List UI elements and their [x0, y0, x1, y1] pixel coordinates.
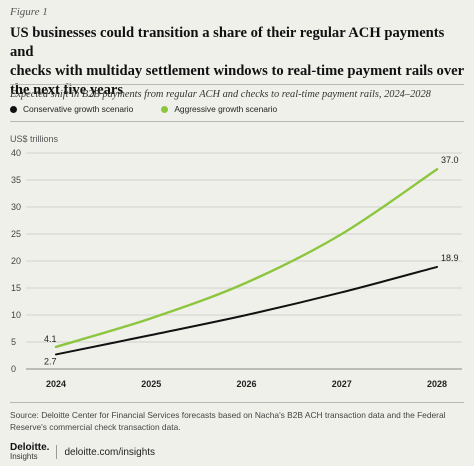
- x-tick-label: 2027: [332, 379, 352, 389]
- footer-link[interactable]: deloitte.com/insights: [64, 446, 156, 458]
- source-divider: [10, 402, 464, 403]
- y-tick-label: 35: [11, 175, 21, 185]
- y-tick-label: 10: [11, 310, 21, 320]
- source-note: Source: Deloitte Center for Financial Se…: [10, 410, 446, 432]
- legend-item-aggressive: Aggressive growth scenario: [161, 104, 277, 114]
- series-line-aggressive: [54, 168, 439, 349]
- x-tick-label: 2024: [46, 379, 66, 389]
- chart-title: US businesses could transition a share o…: [10, 24, 466, 100]
- legend-swatch-aggressive: [161, 105, 169, 113]
- brand-sub: Insights: [10, 452, 38, 461]
- y-tick-label: 40: [11, 148, 21, 158]
- y-tick-label: 0: [11, 364, 16, 374]
- legend-swatch-conservative: [10, 105, 17, 113]
- deloitte-logo: Deloitte. Insights: [10, 442, 50, 462]
- series-line-conservative: [55, 265, 438, 356]
- chart-subtitle: Expected shift in B2B payments from regu…: [10, 89, 431, 100]
- title-divider: [10, 84, 464, 85]
- legend: Conservative growth scenario Aggressive …: [10, 104, 305, 114]
- legend-label-conservative: Conservative growth scenario: [23, 104, 134, 114]
- x-tick-label: 2026: [236, 379, 256, 389]
- legend-label-aggressive: Aggressive growth scenario: [174, 104, 278, 114]
- title-line: checks with multiday settlement windows …: [10, 63, 465, 79]
- title-line: US businesses could transition a share o…: [10, 25, 445, 60]
- legend-item-conservative: Conservative growth scenario: [10, 104, 133, 114]
- x-tick-label: 2025: [141, 379, 161, 389]
- legend-divider: [10, 121, 464, 122]
- footer-separator: [56, 445, 58, 459]
- y-tick-label: 30: [11, 202, 21, 212]
- data-label-start: 2.7: [44, 356, 57, 366]
- y-tick-label: 25: [11, 229, 21, 239]
- brand-name: Deloitte.: [10, 442, 50, 453]
- y-tick-label: 5: [11, 337, 16, 347]
- data-label-end: 37.0: [441, 155, 459, 165]
- data-label-end: 18.9: [441, 253, 459, 263]
- title-line: the next five years: [10, 82, 124, 98]
- footer: Deloitte. Insights deloitte.com/insights: [10, 442, 156, 462]
- x-tick-label: 2028: [427, 379, 447, 389]
- data-label-start: 4.1: [44, 334, 57, 344]
- y-axis-unit-label: US$ trillions: [10, 134, 59, 144]
- figure-label: Figure 1: [10, 6, 48, 18]
- y-tick-label: 15: [11, 283, 21, 293]
- y-tick-label: 20: [11, 256, 21, 266]
